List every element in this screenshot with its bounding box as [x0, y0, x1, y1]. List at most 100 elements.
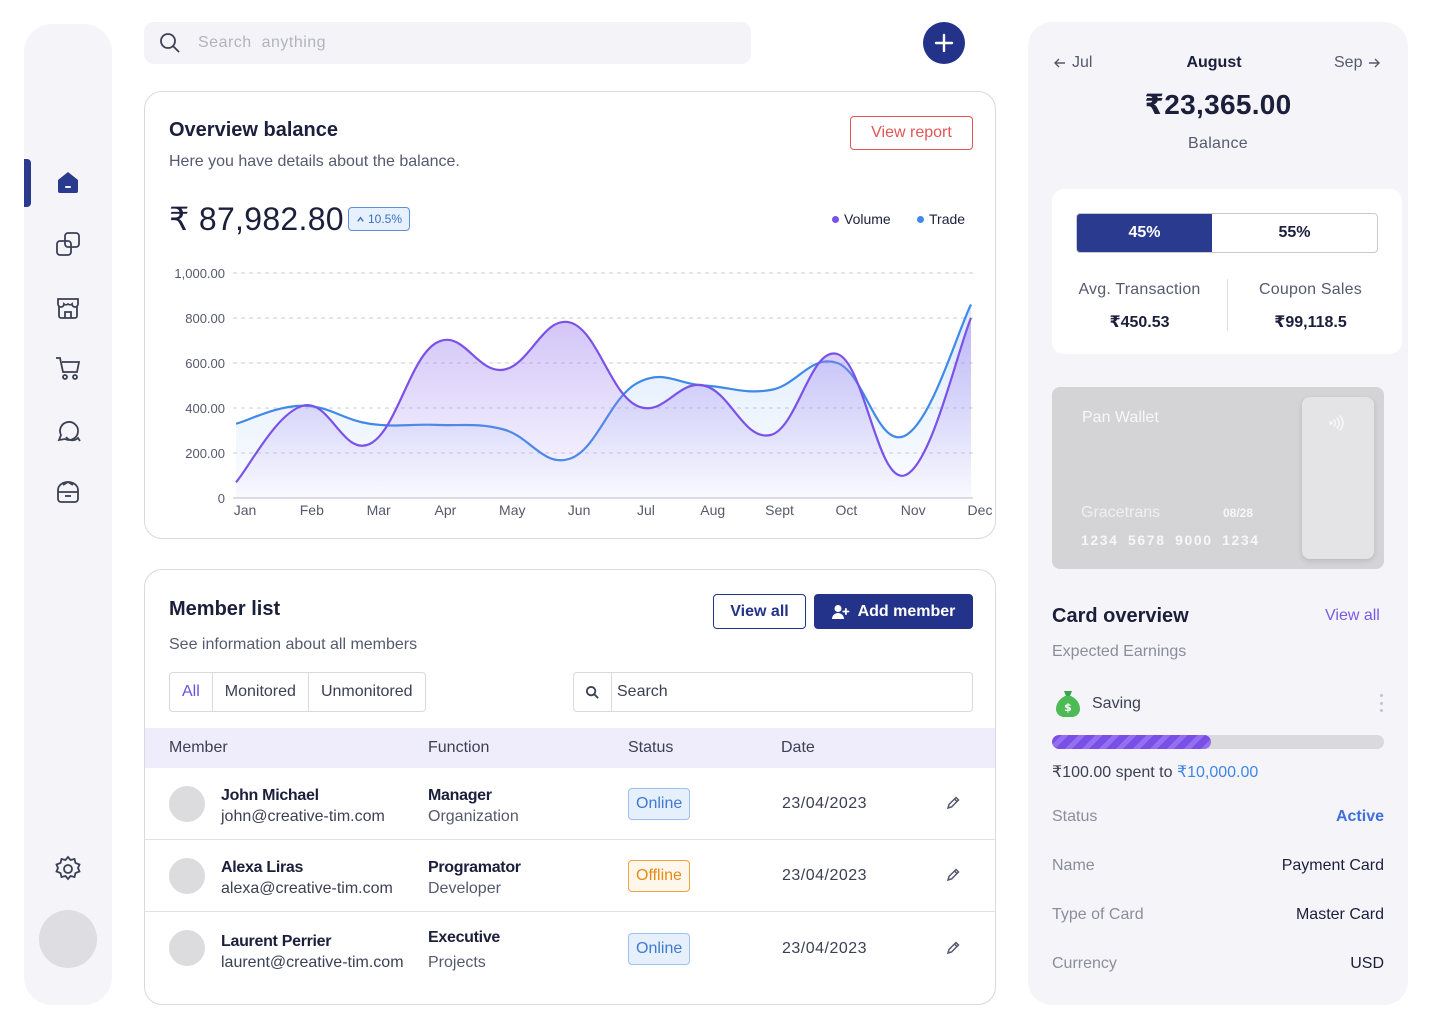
- add-button[interactable]: [923, 22, 965, 64]
- search-icon: [160, 33, 180, 53]
- table-row[interactable]: John Michael john@creative-tim.com Manag…: [145, 768, 995, 840]
- member-date: 23/04/2023: [782, 867, 868, 884]
- next-month-button[interactable]: Sep: [1334, 54, 1381, 72]
- member-role: Manager: [428, 787, 492, 804]
- member-email: alexa@creative-tim.com: [221, 880, 393, 897]
- legend-trade-swatch: [917, 215, 924, 223]
- table-row[interactable]: Alexa Liras alexa@creative-tim.com Progr…: [145, 840, 995, 912]
- plus-icon: [934, 33, 954, 53]
- coupon-sales-label: Coupon Sales: [1259, 281, 1362, 298]
- settings-icon[interactable]: [50, 851, 86, 887]
- member-avatar: [169, 930, 205, 966]
- status-badge: Online: [628, 788, 691, 820]
- add-user-icon: [831, 604, 849, 619]
- saving-progress-fill: [1052, 735, 1212, 749]
- member-department: Developer: [428, 880, 501, 897]
- coupon-sales-value: ₹99,118.5: [1274, 314, 1347, 331]
- split-segment-a[interactable]: 45%: [1077, 214, 1212, 252]
- member-search-input[interactable]: [617, 683, 957, 701]
- edit-icon[interactable]: [945, 867, 961, 883]
- wallet-card[interactable]: Pan Wallet Gracetrans 08/28 1234 5678 90…: [1052, 387, 1384, 569]
- legend-volume-label: Volume: [844, 211, 891, 227]
- col-date[interactable]: Date: [781, 739, 815, 756]
- col-member[interactable]: Member: [169, 739, 228, 756]
- saving-label: Saving: [1092, 695, 1141, 712]
- table-row[interactable]: Laurent Perrier laurent@creative-tim.com…: [145, 912, 995, 984]
- col-function[interactable]: Function: [428, 739, 490, 756]
- search-icon: [574, 673, 612, 711]
- member-name: Alexa Liras: [221, 859, 304, 876]
- wallet-name: Pan Wallet: [1082, 409, 1159, 426]
- member-name: John Michael: [221, 787, 319, 804]
- status-badge: Online: [628, 933, 691, 965]
- member-search: [573, 672, 973, 712]
- detail-key: Name: [1052, 857, 1095, 874]
- line-volume: [235, 317, 973, 483]
- caret-up-icon: [357, 216, 364, 222]
- edit-icon[interactable]: [945, 795, 961, 811]
- legend-volume-swatch: [832, 215, 839, 223]
- avg-transaction-stat: Avg. Transaction ₹450.53: [1052, 281, 1227, 332]
- global-search-input[interactable]: [198, 34, 718, 52]
- member-date: 23/04/2023: [782, 795, 868, 812]
- wallet-number: 1234 5678 9000 1234: [1081, 532, 1260, 548]
- detail-value: Master Card: [1295, 906, 1384, 923]
- box-icon[interactable]: [50, 474, 86, 510]
- member-department: Organization: [428, 808, 519, 825]
- x-tick-label: Feb: [300, 502, 324, 518]
- more-options-icon[interactable]: [1380, 694, 1384, 712]
- member-list-subtitle: See information about all members: [169, 636, 418, 653]
- contactless-icon: [1329, 415, 1344, 431]
- card-overview-view-all[interactable]: View all: [1325, 607, 1380, 624]
- member-department: Projects: [428, 954, 486, 971]
- member-avatar: [169, 858, 205, 894]
- member-name: Laurent Perrier: [221, 933, 332, 950]
- member-email: laurent@creative-tim.com: [221, 954, 404, 971]
- chat-icon[interactable]: [50, 412, 86, 448]
- filter-all[interactable]: All: [170, 673, 213, 711]
- legend-volume: Volume: [832, 211, 891, 227]
- detail-value: USD: [1350, 955, 1384, 972]
- svg-text:$: $: [1064, 701, 1072, 714]
- split-segment-b[interactable]: 55%: [1278, 224, 1311, 241]
- view-all-members-button[interactable]: View all: [713, 594, 806, 629]
- overview-subtitle: Here you have details about the balance.: [169, 153, 460, 170]
- col-status[interactable]: Status: [628, 739, 674, 756]
- x-tick-label: Nov: [901, 502, 926, 518]
- cart-icon[interactable]: [50, 350, 86, 386]
- store-icon[interactable]: [50, 289, 86, 325]
- view-report-button[interactable]: View report: [850, 116, 973, 150]
- member-list-card: Member list See information about all me…: [144, 569, 996, 1005]
- member-date: 23/04/2023: [782, 940, 868, 957]
- add-member-label: Add member: [857, 602, 956, 620]
- right-panel: Jul August Sep ₹23,365.00 Balance 45% 55…: [1028, 22, 1408, 1005]
- user-avatar[interactable]: [39, 910, 97, 968]
- copy-icon[interactable]: [50, 226, 86, 262]
- detail-row-currency: Currency USD: [1052, 955, 1384, 973]
- y-tick-label: 200.00: [185, 446, 225, 461]
- legend-trade-label: Trade: [929, 211, 966, 227]
- global-search: [144, 22, 751, 64]
- table-header: Member Function Status Date: [145, 728, 995, 768]
- filter-unmonitored[interactable]: Unmonitored: [320, 683, 413, 700]
- x-tick-label: Dec: [968, 502, 993, 518]
- saving-progress-bar: [1052, 735, 1384, 749]
- x-tick-label: Oct: [835, 502, 857, 518]
- legend-trade: Trade: [917, 211, 965, 227]
- card-overview-title: Card overview: [1052, 605, 1189, 627]
- edit-icon[interactable]: [945, 940, 961, 956]
- y-tick-label: 0: [218, 491, 225, 506]
- spent-goal[interactable]: ₹10,000.00: [1176, 764, 1259, 781]
- add-member-button[interactable]: Add member: [814, 594, 973, 629]
- y-tick-label: 600.00: [185, 356, 225, 371]
- y-tick-label: 400.00: [185, 401, 225, 416]
- detail-key: Currency: [1052, 955, 1117, 972]
- x-tick-label: Sept: [765, 502, 794, 518]
- overview-amount: ₹ 87,982.80: [169, 201, 344, 237]
- x-tick-label: Jun: [568, 502, 591, 518]
- filter-monitored[interactable]: Monitored: [213, 673, 309, 711]
- prev-month-button[interactable]: Jul: [1054, 54, 1092, 72]
- x-tick-label: Jul: [637, 502, 655, 518]
- card-overview-subtitle: Expected Earnings: [1052, 643, 1187, 660]
- home-icon[interactable]: [50, 164, 86, 200]
